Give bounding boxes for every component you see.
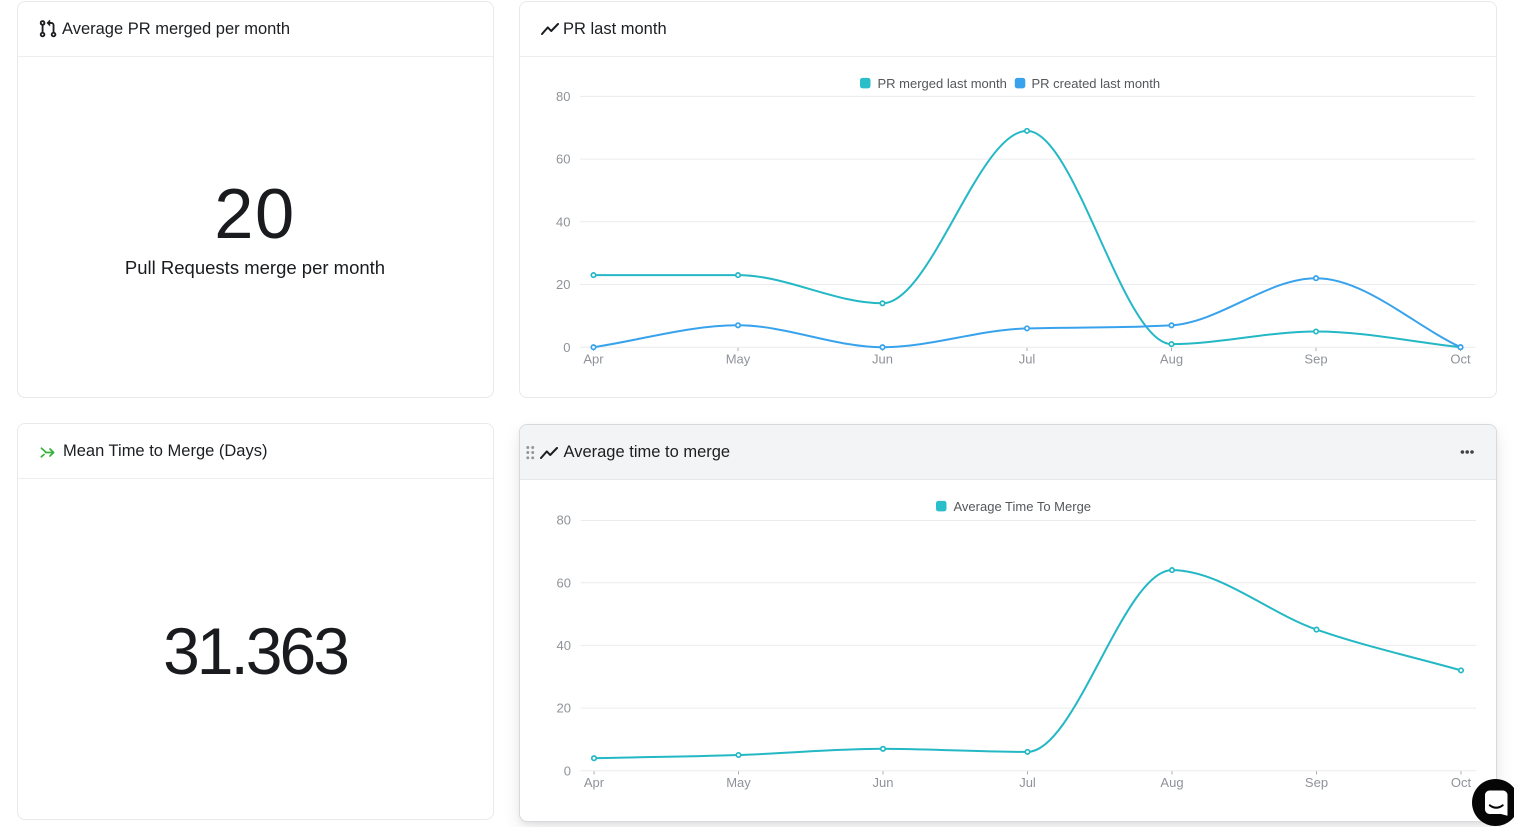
svg-text:60: 60 [556,151,570,166]
svg-text:Aug: Aug [1160,351,1183,366]
svg-text:May: May [726,775,751,790]
svg-text:Apr: Apr [583,775,604,790]
svg-text:Oct: Oct [1450,351,1471,366]
svg-text:40: 40 [556,214,570,229]
svg-text:Sep: Sep [1304,775,1327,790]
svg-text:Sep: Sep [1304,351,1327,366]
svg-text:PR created last month: PR created last month [1032,76,1161,91]
svg-text:Jul: Jul [1019,775,1036,790]
svg-text:60: 60 [556,575,570,590]
svg-text:0: 0 [563,339,570,354]
svg-text:Jul: Jul [1019,351,1036,366]
svg-text:Jun: Jun [872,775,893,790]
svg-text:Jun: Jun [872,351,893,366]
svg-text:20: 20 [556,701,570,716]
svg-text:Oct: Oct [1450,775,1471,790]
svg-text:80: 80 [556,89,570,104]
svg-text:80: 80 [556,513,570,528]
svg-text:May: May [726,351,751,366]
svg-text:PR merged last month: PR merged last month [878,76,1007,91]
svg-text:0: 0 [563,763,570,778]
svg-text:Average Time To Merge: Average Time To Merge [953,499,1091,514]
svg-text:Aug: Aug [1160,775,1183,790]
svg-text:20: 20 [556,277,570,292]
svg-text:40: 40 [556,638,570,653]
svg-text:Apr: Apr [583,351,604,366]
